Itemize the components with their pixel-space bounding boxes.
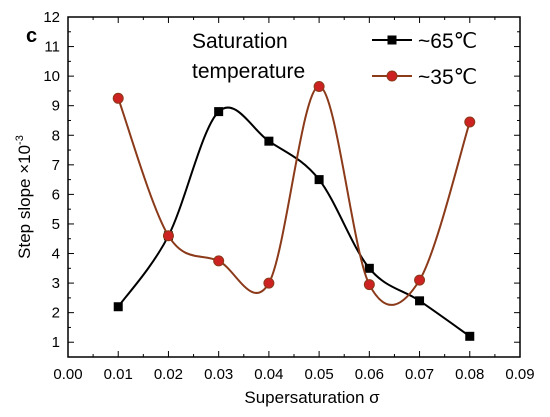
data-point xyxy=(464,116,476,128)
legend-swatch-marker xyxy=(386,70,398,82)
legend-label: ~65℃ xyxy=(418,30,477,53)
data-point xyxy=(465,331,475,341)
y-axis-label: Step slope ×10-3 xyxy=(14,135,34,259)
y-tick-label: 2 xyxy=(52,305,60,322)
legend: ~65℃ ~35℃ xyxy=(372,30,477,89)
x-axis-label: Supersaturation σ xyxy=(244,388,380,407)
y-tick-label: 9 xyxy=(52,98,60,115)
series-group xyxy=(112,80,476,341)
y-axis-label-main: Step slope ×10 xyxy=(15,145,34,259)
data-point xyxy=(113,302,123,312)
series-2 xyxy=(112,80,476,306)
legend-label: ~35℃ xyxy=(418,66,477,89)
x-tick-label: 0.03 xyxy=(204,366,233,383)
series-1 xyxy=(113,106,475,341)
y-tick-label: 7 xyxy=(52,157,60,174)
y-tick-label: 4 xyxy=(52,246,60,263)
y-tick-label: 6 xyxy=(52,186,60,203)
data-point xyxy=(414,274,426,286)
x-tick-label: 0.00 xyxy=(53,366,82,383)
x-tick-label: 0.04 xyxy=(254,366,283,383)
legend-swatch-marker xyxy=(387,35,397,45)
data-point xyxy=(313,80,325,92)
annotation-line-1: Saturation xyxy=(192,30,288,53)
data-point xyxy=(264,136,274,146)
y-tick-label: 1 xyxy=(52,334,60,351)
x-tick-label: 0.05 xyxy=(305,366,334,383)
y-tick-label: 5 xyxy=(52,216,60,233)
data-point xyxy=(314,175,324,185)
y-tick-label: 8 xyxy=(52,127,60,144)
y-axis-label-exponent: -3 xyxy=(14,135,26,145)
data-point xyxy=(214,107,224,117)
data-point xyxy=(162,230,174,242)
series-line xyxy=(117,106,471,338)
data-point xyxy=(363,279,375,291)
panel-label: c xyxy=(26,25,37,47)
data-point xyxy=(213,255,225,267)
x-tick-label: 0.09 xyxy=(505,366,534,383)
x-tick-label: 0.02 xyxy=(154,366,183,383)
x-tick-label: 0.06 xyxy=(355,366,384,383)
data-point xyxy=(263,277,275,289)
x-tick-label: 0.01 xyxy=(104,366,133,383)
chart-text: c Saturation temperature Supersaturation… xyxy=(14,25,380,407)
y-tick-label: 10 xyxy=(43,68,60,85)
data-point xyxy=(112,92,124,104)
y-tick-label: 12 xyxy=(43,9,60,26)
data-point xyxy=(364,263,374,273)
axes: 0.00 0.01 0.02 0.03 0.04 0.05 0.06 0.07 0.08 0.09… xyxy=(43,9,534,383)
data-point xyxy=(415,296,425,306)
y-tick-label: 11 xyxy=(44,39,60,56)
y-tick-label: 3 xyxy=(52,275,60,292)
x-tick-label: 0.07 xyxy=(405,366,434,383)
annotation-line-2: temperature xyxy=(192,60,305,83)
x-tick-label: 0.08 xyxy=(455,366,484,383)
